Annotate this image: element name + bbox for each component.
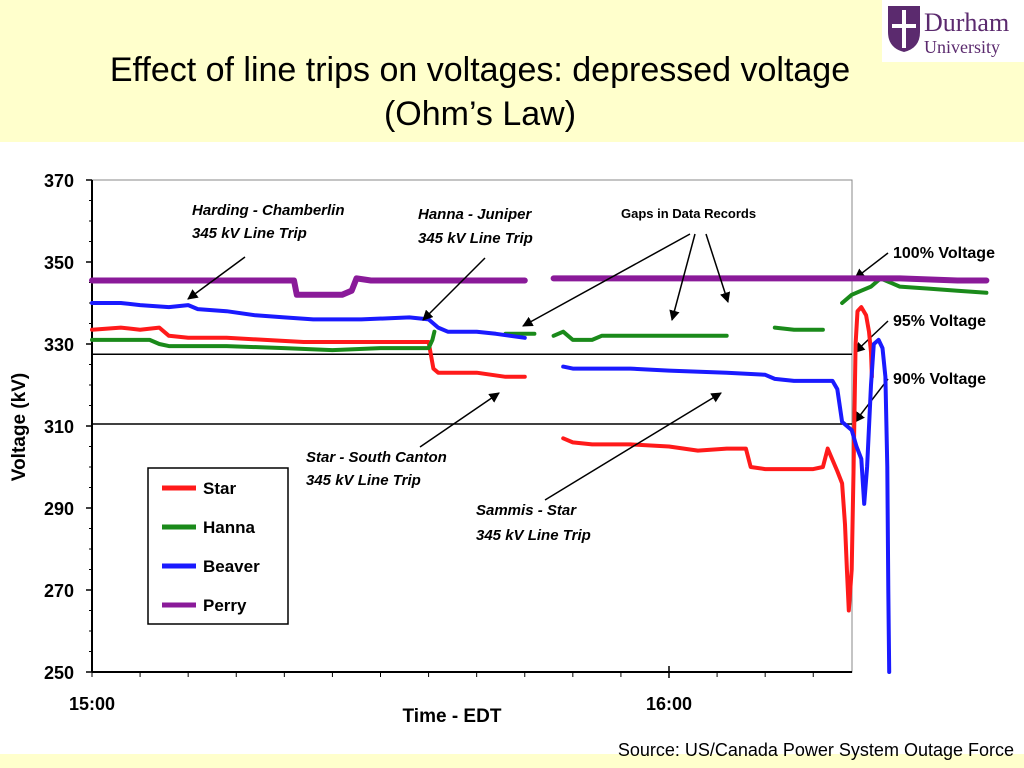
series-line-beaver (561, 337, 892, 674)
series-lines (89, 275, 990, 674)
title-line-1: Effect of line trips on voltages: depres… (109, 51, 851, 89)
crest-icon (888, 6, 920, 52)
y-tick-label: 290 (44, 499, 74, 519)
reference-lines: 100% Voltage 95% Voltage 90% Voltage (92, 245, 995, 425)
annotation-arrow (422, 257, 486, 321)
legend-label-hanna: Hanna (203, 518, 256, 537)
series-line-perry (89, 275, 528, 298)
x-tick-label: 15:00 (69, 694, 115, 714)
y-tick-label: 250 (44, 663, 74, 683)
reference-label: 100% Voltage (893, 245, 995, 262)
annotation-arrow (419, 392, 500, 448)
annotation-arrow (522, 233, 691, 327)
reference-label: 95% Voltage (893, 313, 986, 330)
y-tick-label: 270 (44, 581, 74, 601)
legend-label-beaver: Beaver (203, 557, 260, 576)
y-tick-label: 330 (44, 335, 74, 355)
reference-arrow (854, 320, 889, 353)
annotation-arrow (669, 233, 696, 322)
y-axis-label: Voltage (kV) (9, 373, 30, 481)
annotation-label: Hanna - Juniper (418, 206, 533, 223)
title-line-2: (Ohm’s Law) (383, 95, 577, 133)
axes: 250 270 290 310 330 350 370 15:00 16:00 Time - ED… (9, 171, 853, 727)
slide-title: Effect of line trips on voltages: depres… (0, 48, 960, 136)
logo-subtitle: University (924, 37, 1000, 57)
annotation-label: Harding - Chamberlin (192, 202, 345, 219)
durham-university-logo: Durham University (882, 0, 1024, 62)
legend-box (147, 467, 289, 625)
source-note: Source: US/Canada Power System Outage Fo… (617, 740, 1014, 760)
chart-panel: 250 270 290 310 330 350 370 15:00 16:00 Time - ED… (0, 142, 1024, 754)
series-line-hanna (551, 329, 729, 342)
x-tick-label: 16:00 (646, 694, 692, 714)
logo-name: Durham (924, 8, 1010, 37)
reference-label: 90% Voltage (893, 371, 986, 388)
annotation-arrow (187, 256, 246, 300)
series-line-hanna (772, 325, 825, 332)
annotation-label: Star - South Canton (306, 449, 447, 466)
series-line-perry (550, 275, 990, 284)
voltage-chart: 250 270 290 310 330 350 370 15:00 16:00 Time - ED… (9, 171, 995, 727)
series-line-beaver (90, 301, 527, 340)
legend: Star Hanna Beaver Perry (147, 467, 289, 625)
annotation-label: 345 kV Line Trip (306, 472, 421, 489)
annotation-label: Sammis - Star (476, 502, 577, 519)
annotation-arrow (705, 233, 731, 303)
annotation-label: 345 kV Line Trip (418, 230, 533, 247)
series-line-star (90, 325, 527, 379)
annotation-label: 345 kV Line Trip (192, 225, 307, 242)
annotations: Harding - Chamberlin 345 kV Line Trip Hann… (187, 202, 756, 544)
annotation-label: Gaps in Data Records (621, 206, 756, 221)
legend-label-star: Star (203, 479, 236, 498)
annotation-label: 345 kV Line Trip (476, 527, 591, 544)
annotation-arrow (544, 392, 722, 501)
reference-arrow (854, 252, 889, 280)
x-axis-label: Time - EDT (403, 706, 502, 727)
series-line-hanna (90, 329, 437, 353)
y-tick-label: 350 (44, 253, 74, 273)
legend-label-perry: Perry (203, 596, 247, 615)
series-line-star (561, 305, 874, 613)
y-tick-label: 310 (44, 417, 74, 437)
y-tick-label: 370 (44, 171, 74, 191)
